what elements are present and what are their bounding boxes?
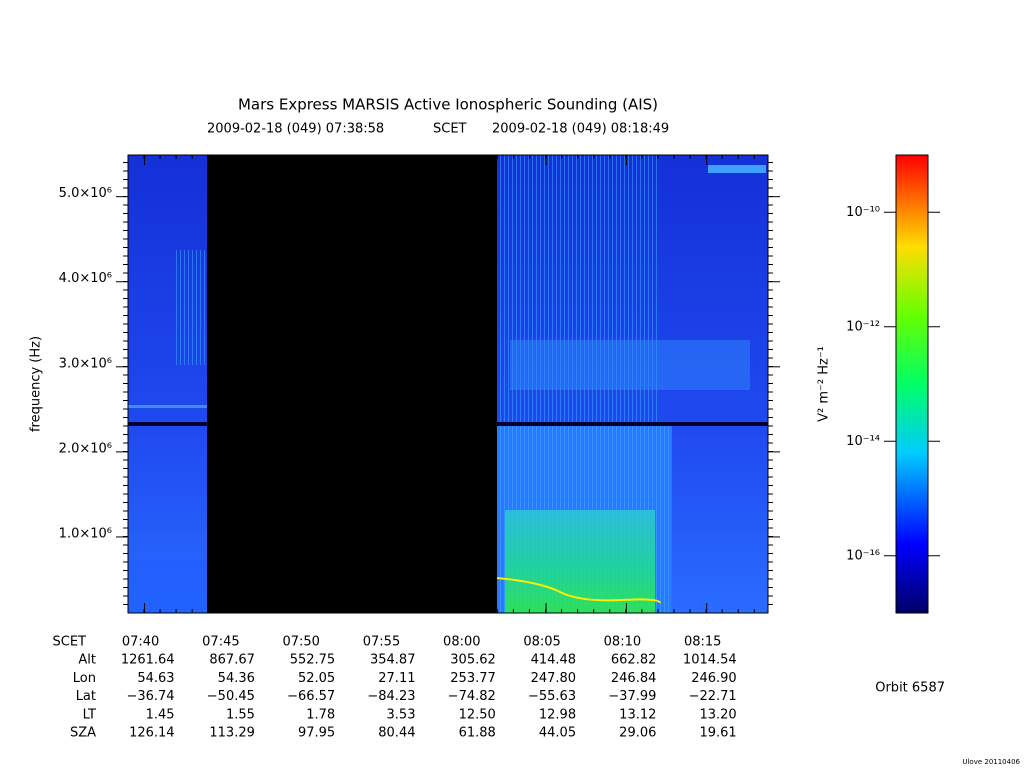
x-tick-label: 08:10 <box>604 635 641 650</box>
y-tick-label: 1.0×10⁶ <box>59 526 112 541</box>
colorbar-tick-label: 10⁻¹⁶ <box>846 548 880 563</box>
ephemeris-value: 1261.64 <box>121 653 175 668</box>
x-tick-label: 07:40 <box>122 635 159 650</box>
ephemeris-value: 867.67 <box>209 653 255 668</box>
subtitle-start: 2009-02-18 (049) 07:38:58 <box>207 122 384 137</box>
colorbar-tick-label: 10⁻¹² <box>846 319 880 334</box>
ephemeris-row-label: Lat <box>76 689 96 704</box>
ephemeris-row-label: Lon <box>73 671 96 686</box>
ephemeris-value: 246.90 <box>691 671 737 686</box>
ephemeris-value: −50.45 <box>207 689 255 704</box>
ephemeris-value: 1014.54 <box>683 653 737 668</box>
orbit-label: Orbit 6587 <box>875 681 945 696</box>
ephemeris-value: 19.61 <box>699 726 736 741</box>
ephemeris-value: −74.82 <box>448 689 496 704</box>
colorbar <box>895 154 929 614</box>
ephemeris-row-label: LT <box>83 707 96 722</box>
ephemeris-value: 54.36 <box>218 671 255 686</box>
ephemeris-row-label: Alt <box>78 653 96 668</box>
colorbar-label: V² m⁻² Hz⁻¹ <box>817 346 832 422</box>
x-tick-label: 08:00 <box>443 635 480 650</box>
ephemeris-value: 253.77 <box>450 671 496 686</box>
colorbar-tick-label: 10⁻¹⁰ <box>846 205 880 220</box>
ephemeris-value: −55.63 <box>528 689 576 704</box>
y-tick-label: 5.0×10⁶ <box>59 186 112 201</box>
ephemeris-value: 3.53 <box>387 707 416 722</box>
colorbar-tick-label: 10⁻¹⁴ <box>846 434 880 449</box>
ephemeris-value: −84.23 <box>367 689 415 704</box>
ephemeris-header: SCET <box>53 635 87 650</box>
ephemeris-value: −66.57 <box>287 689 335 704</box>
ephemeris-value: 247.80 <box>531 671 577 686</box>
y-tick-label: 2.0×10⁶ <box>59 441 112 456</box>
x-tick-label: 08:15 <box>684 635 721 650</box>
ephemeris-value: 354.87 <box>370 653 416 668</box>
ephemeris-value: 61.88 <box>459 726 496 741</box>
ephemeris-value: 113.29 <box>209 726 255 741</box>
ephemeris-value: 97.95 <box>298 726 335 741</box>
subtitle-mid: SCET <box>433 122 467 137</box>
ephemeris-value: 52.05 <box>298 671 335 686</box>
ephemeris-value: 29.06 <box>619 726 656 741</box>
ephemeris-value: −37.99 <box>608 689 656 704</box>
spectrogram-image <box>128 155 768 613</box>
ephemeris-value: −22.71 <box>689 689 737 704</box>
x-tick-label: 07:50 <box>282 635 319 650</box>
ephemeris-value: 414.48 <box>531 653 577 668</box>
ephemeris-value: 126.14 <box>129 726 175 741</box>
y-tick-label: 4.0×10⁶ <box>59 271 112 286</box>
chart-title: Mars Express MARSIS Active Ionospheric S… <box>238 96 658 114</box>
ephemeris-value: 13.20 <box>699 707 736 722</box>
ephemeris-value: 246.84 <box>611 671 657 686</box>
ephemeris-value: 54.63 <box>137 671 174 686</box>
credit: Ulove 20110406 <box>962 758 1020 766</box>
x-tick-label: 07:55 <box>363 635 400 650</box>
ephemeris-value: 305.62 <box>450 653 496 668</box>
ephemeris-value: 13.12 <box>619 707 656 722</box>
x-tick-label: 07:45 <box>202 635 239 650</box>
ephemeris-value: 552.75 <box>290 653 336 668</box>
subtitle-end: 2009-02-18 (049) 08:18:49 <box>492 122 669 137</box>
ephemeris-value: 1.78 <box>306 707 335 722</box>
ephemeris-row-label: SZA <box>70 726 96 741</box>
ephemeris-value: 44.05 <box>539 726 576 741</box>
y-axis-label: frequency (Hz) <box>29 336 44 432</box>
ephemeris-value: 1.45 <box>146 707 175 722</box>
ephemeris-value: 1.55 <box>226 707 255 722</box>
ephemeris-value: −36.74 <box>126 689 174 704</box>
ephemeris-value: 12.98 <box>539 707 576 722</box>
ephemeris-value: 12.50 <box>459 707 496 722</box>
y-tick-label: 3.0×10⁶ <box>59 356 112 371</box>
ephemeris-value: 27.11 <box>378 671 415 686</box>
x-tick-label: 08:05 <box>523 635 560 650</box>
ephemeris-value: 662.82 <box>611 653 657 668</box>
ephemeris-value: 80.44 <box>378 726 415 741</box>
